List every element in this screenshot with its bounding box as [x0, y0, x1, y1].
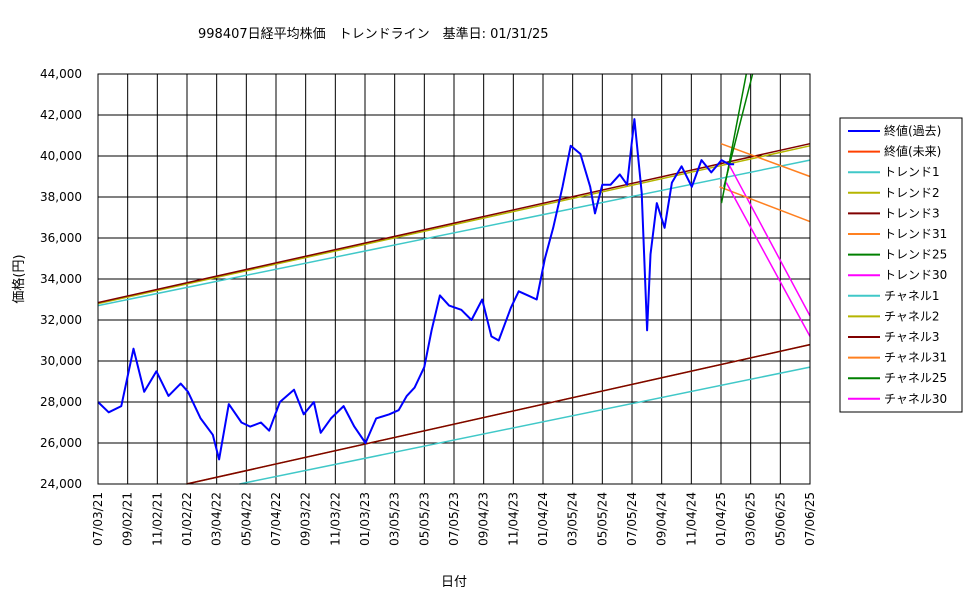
- y-axis-label: 価格(円): [11, 254, 27, 303]
- series-line: [97, 145, 811, 305]
- y-tick-label: 32,000: [40, 313, 82, 327]
- legend-entry: トレンド3: [884, 206, 940, 220]
- legend-entry: 終値(過去): [884, 123, 941, 138]
- legend-entry: トレンド1: [884, 165, 940, 179]
- x-tick-label: 11/02/21: [150, 492, 164, 546]
- series-line: [239, 366, 811, 485]
- x-tick-label: 07/04/22: [269, 492, 283, 546]
- legend-entry: チャネル25: [884, 371, 947, 385]
- y-tick-label: 40,000: [40, 149, 82, 163]
- x-axis: 07/03/21 09/02/21 11/02/21 01/02/22 03/04/22…: [91, 492, 817, 546]
- x-tick-label: 03/05/23: [388, 492, 402, 546]
- series-line: [728, 163, 811, 317]
- legend-box: [839, 117, 963, 413]
- x-tick-label: 03/05/24: [566, 492, 580, 546]
- x-tick-label: 03/06/25: [744, 492, 758, 546]
- y-tick-label: 36,000: [40, 231, 82, 245]
- series-lines: [97, 73, 811, 485]
- x-tick-label: 05/05/23: [417, 492, 431, 546]
- x-tick-label: 01/04/25: [714, 492, 728, 546]
- legend-entry: チャネル1: [884, 289, 940, 303]
- legend: 終値(過去) 終値(未来) トレンド1 トレンド2 トレンド3 トレンド31 トレンド25 ト…: [839, 117, 963, 413]
- legend-entry: トレンド25: [884, 248, 947, 262]
- y-tick-label: 28,000: [40, 395, 82, 409]
- y-tick-label: 30,000: [40, 354, 82, 368]
- legend-entry: 終値(未来): [884, 144, 941, 159]
- x-tick-label: 03/04/22: [210, 492, 224, 546]
- series-line: [97, 142, 811, 304]
- y-tick-label: 44,000: [40, 67, 82, 81]
- x-tick-label: 05/04/22: [239, 492, 253, 546]
- x-tick-label: 07/05/23: [447, 492, 461, 546]
- legend-entry: トレンド31: [884, 227, 947, 241]
- legend-entry: チャネル2: [884, 309, 940, 323]
- series-line: [725, 182, 811, 337]
- x-tick-label: 09/02/21: [121, 492, 135, 546]
- chart-title: 998407日経平均株価 トレンドライン 基準日: 01/31/25: [198, 26, 549, 42]
- y-axis: 24,000 26,000 28,000 30,000 32,000 34,000 36,0…: [40, 67, 82, 491]
- series-line: [719, 186, 811, 223]
- legend-entry: トレンド2: [884, 186, 940, 200]
- x-tick-label: 11/04/23: [506, 492, 520, 546]
- y-tick-label: 42,000: [40, 108, 82, 122]
- legend-entry: トレンド30: [884, 268, 947, 282]
- y-tick-label: 26,000: [40, 436, 82, 450]
- x-tick-label: 07/06/25: [803, 492, 817, 546]
- x-tick-label: 09/04/24: [655, 492, 669, 546]
- x-tick-label: 07/05/24: [625, 492, 639, 546]
- legend-entry: チャネル31: [884, 351, 947, 365]
- x-tick-label: 01/04/24: [536, 492, 550, 546]
- x-tick-label: 01/02/22: [180, 492, 194, 546]
- x-tick-label: 11/04/24: [684, 492, 698, 546]
- series-line: [186, 343, 811, 485]
- plot-border: [97, 73, 811, 485]
- x-tick-label: 05/06/25: [773, 492, 787, 546]
- x-tick-label: 09/03/22: [299, 492, 313, 546]
- series-line: [720, 142, 811, 178]
- x-tick-label: 11/03/22: [328, 492, 342, 546]
- legend-entry: チャネル3: [884, 330, 940, 344]
- x-tick-label: 09/04/23: [477, 492, 491, 546]
- x-tick-label: 07/03/21: [91, 492, 105, 546]
- y-tick-label: 38,000: [40, 190, 82, 204]
- series-line: [97, 118, 735, 461]
- x-tick-label: 01/03/23: [358, 492, 372, 546]
- y-tick-label: 34,000: [40, 272, 82, 286]
- legend-entry: チャネル30: [884, 392, 947, 406]
- x-axis-label: 日付: [441, 575, 467, 590]
- series-line: [720, 73, 748, 204]
- y-tick-label: 24,000: [40, 477, 82, 491]
- x-tick-label: 05/05/24: [595, 492, 609, 546]
